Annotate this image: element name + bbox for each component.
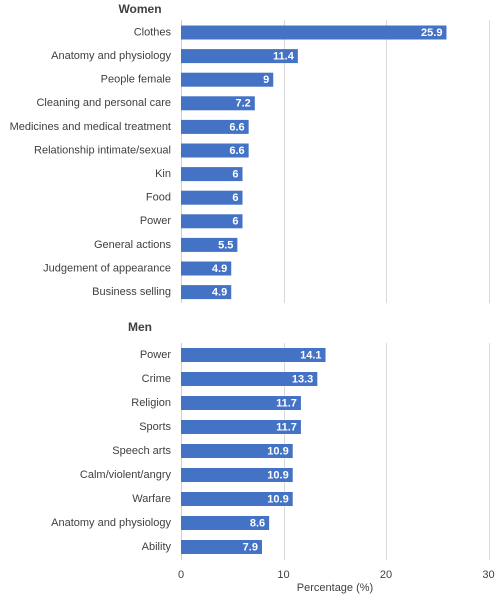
category-label-women: Food <box>146 192 171 204</box>
data-label-women: 6.6 <box>229 145 244 157</box>
data-label-women: 6 <box>232 216 238 228</box>
bar-women <box>181 285 232 300</box>
bar-men <box>181 492 293 506</box>
category-label-women: Cleaning and personal care <box>36 97 171 109</box>
category-label-women: Medicines and medical treatment <box>10 121 171 133</box>
category-label-women: People female <box>101 74 171 86</box>
category-label-women: Anatomy and physiology <box>51 50 171 62</box>
data-label-women: 9 <box>263 74 269 86</box>
category-label-men: Ability <box>142 541 172 553</box>
data-label-men: 7.9 <box>243 541 258 553</box>
data-label-men: 10.9 <box>267 469 288 481</box>
bar-men <box>181 540 262 554</box>
bar-women <box>181 214 243 229</box>
data-label-women: 4.9 <box>212 263 227 275</box>
bar-men <box>181 372 318 386</box>
bar-women <box>181 237 238 252</box>
category-label-men: Anatomy and physiology <box>51 517 171 529</box>
data-label-women: 6.6 <box>229 121 244 133</box>
panel-title-women: Women <box>118 2 161 16</box>
bar-women <box>181 167 243 182</box>
data-label-men: 10.9 <box>267 445 288 457</box>
bar-men <box>181 348 326 362</box>
bar-men <box>181 468 293 482</box>
x-axis-label: Percentage (%) <box>297 582 373 594</box>
category-label-men: Speech arts <box>112 445 171 457</box>
data-label-women: 5.5 <box>218 239 233 251</box>
category-label-women: General actions <box>94 239 172 251</box>
category-label-women: Judgement of appearance <box>43 262 171 274</box>
bar-women <box>181 25 447 40</box>
data-label-women: 11.4 <box>273 51 295 63</box>
category-label-women: Clothes <box>134 26 172 38</box>
data-label-men: 11.7 <box>276 421 297 433</box>
data-label-women: 25.9 <box>421 27 442 39</box>
data-label-women: 6 <box>232 169 238 181</box>
category-label-women: Relationship intimate/sexual <box>34 144 171 156</box>
category-label-men: Crime <box>142 373 171 385</box>
bar-men <box>181 444 293 458</box>
x-tick-label: 10 <box>277 569 289 581</box>
category-label-men: Power <box>140 349 172 361</box>
category-label-men: Sports <box>139 421 171 433</box>
category-label-men: Calm/violent/angry <box>80 469 172 481</box>
bar-men <box>181 396 301 410</box>
bar-women <box>181 143 249 158</box>
data-label-men: 14.1 <box>300 349 321 361</box>
data-label-men: 11.7 <box>276 397 297 409</box>
bar-women <box>181 72 274 87</box>
data-label-men: 8.6 <box>250 517 265 529</box>
data-label-women: 6 <box>232 192 238 204</box>
category-label-women: Kin <box>155 168 171 180</box>
bar-men <box>181 420 301 434</box>
panel-title-men: Men <box>128 320 152 334</box>
bar-men <box>181 516 270 530</box>
bar-women <box>181 119 249 134</box>
category-label-men: Religion <box>131 397 171 409</box>
data-label-women: 7.2 <box>236 98 251 110</box>
x-tick-label: 20 <box>380 569 392 581</box>
data-label-men: 13.3 <box>292 373 313 385</box>
data-label-men: 10.9 <box>267 493 288 505</box>
category-label-women: Business selling <box>92 286 171 298</box>
x-tick-label: 0 <box>178 569 184 581</box>
category-label-men: Warfare <box>132 493 171 505</box>
x-tick-label: 30 <box>482 569 494 581</box>
data-label-women: 4.9 <box>212 287 227 299</box>
category-label-women: Power <box>140 215 172 227</box>
bar-women <box>181 190 243 205</box>
bar-women <box>181 49 298 64</box>
bar-women <box>181 96 255 111</box>
bar-women <box>181 261 232 276</box>
